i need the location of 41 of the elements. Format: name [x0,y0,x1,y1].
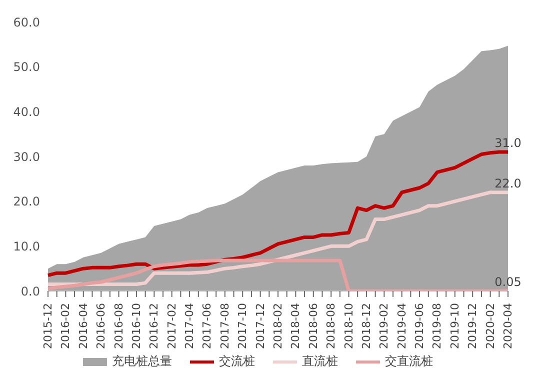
x-tick-label: 2016-04 [76,303,90,349]
x-tick-label: 2017-10 [236,303,250,349]
x-tick-label: 2019-04 [395,303,408,349]
y-tick-label: 10.0 [13,239,40,254]
y-tick-label: 60.0 [13,15,40,30]
x-tick-label: 2017-08 [218,303,232,349]
x-tick-label: 2018-02 [272,303,284,349]
x-tick-label: 2016-02 [59,303,72,349]
x-tick-label: 2016-08 [112,303,126,349]
data-label: 31.0 [494,136,522,150]
x-tick-label: 2019-12 [466,303,480,349]
y-tick-label: 0.0 [20,284,40,298]
x-tick-label: 2017-04 [183,303,196,349]
legend-label: 交直流桩 [385,353,433,370]
x-tick-label: 2019-02 [378,303,391,349]
x-tick-label: 2016-06 [94,303,108,349]
y-tick-label: 20.0 [13,194,40,209]
x-tick-label: 2015-12 [42,303,54,349]
x-tick-label: 2019-06 [413,303,426,349]
x-tick-label: 2020-04 [502,303,514,349]
legend-label: 交流桩 [219,353,255,370]
x-tick-label: 2016-10 [130,303,143,349]
y-tick-label: 50.0 [13,60,40,74]
y-tick-label: 40.0 [13,104,40,119]
legend-label: 充电桩总量 [112,353,172,370]
x-tick-label: 2017-06 [200,303,214,349]
x-tick-label: 2018-12 [360,303,373,349]
data-label: 22.0 [494,176,522,190]
x-tick-label: 2019-08 [430,303,444,349]
x-tick-label: 2018-06 [306,303,320,349]
legend-label: 直流桩 [302,353,338,370]
data-label: 0.05 [494,274,522,289]
x-tick-label: 2018-08 [324,303,338,349]
x-tick-label: 2018-10 [342,303,356,349]
x-tick-label: 2017-02 [165,303,178,349]
x-tick-label: 2017-12 [254,303,267,349]
x-tick-label: 2016-12 [148,303,161,349]
x-tick-label: 2020-02 [484,303,497,349]
y-tick-label: 30.0 [13,150,40,164]
x-tick-label: 2018-04 [289,303,302,349]
x-tick-label: 2019-10 [448,303,462,349]
